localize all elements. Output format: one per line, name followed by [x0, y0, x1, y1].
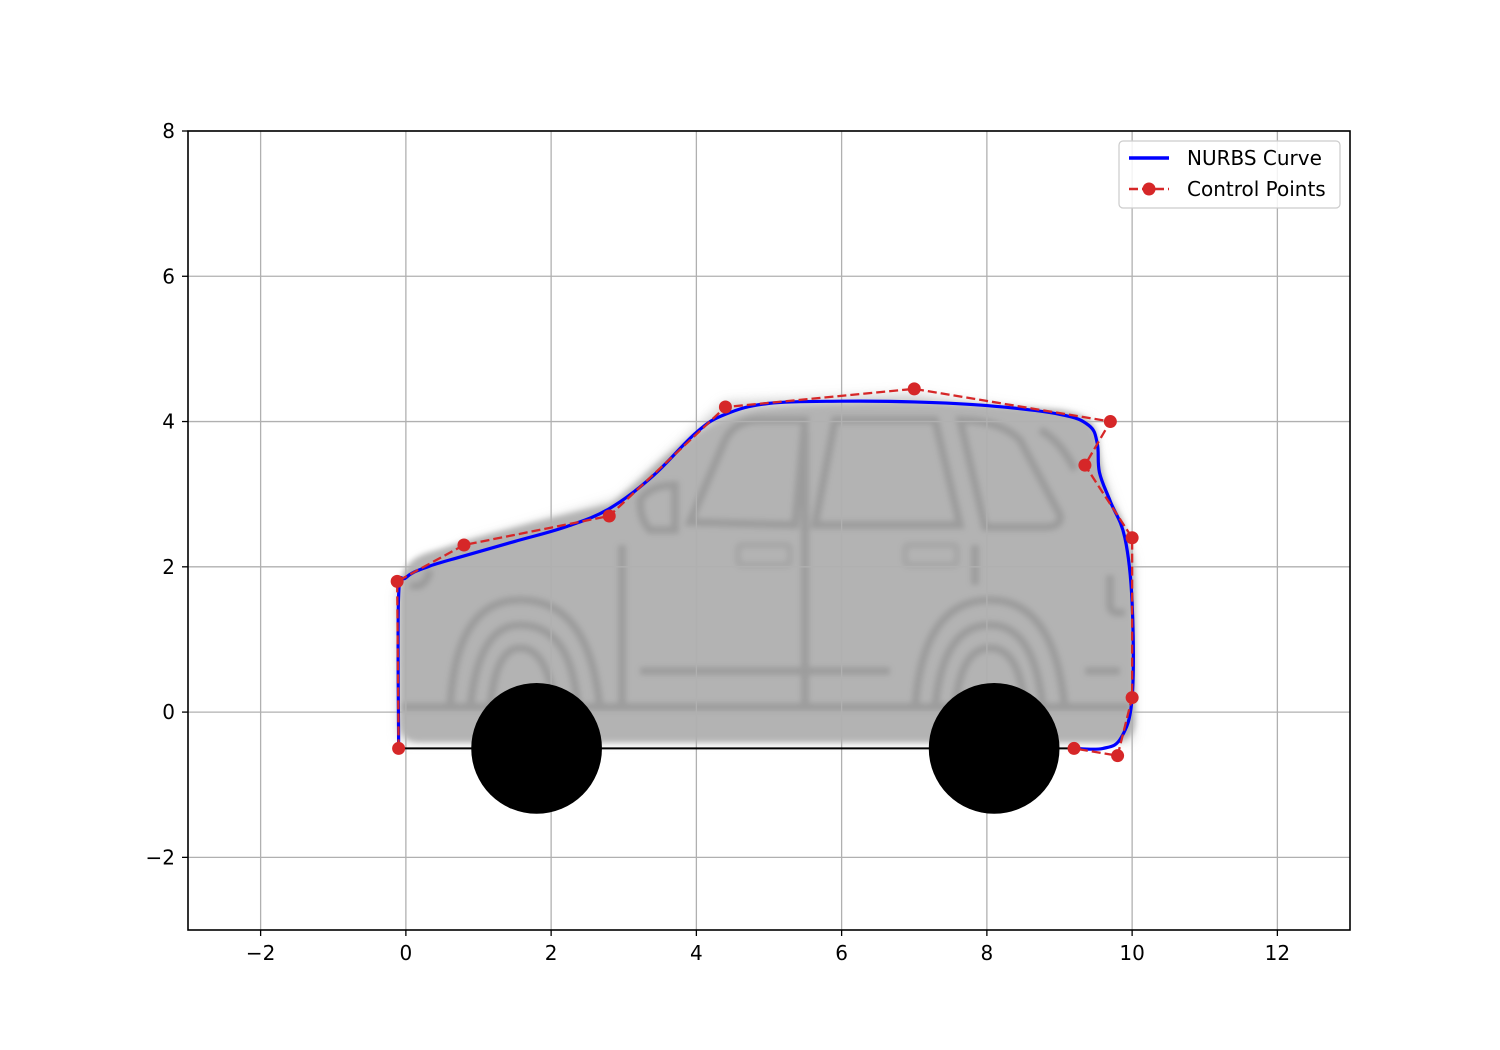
control-point-3 — [602, 509, 616, 523]
legend: NURBS Curve Control Points — [1118, 140, 1341, 209]
control-point-9 — [1125, 691, 1139, 705]
legend-marker-control — [1142, 182, 1156, 196]
control-point-6 — [1103, 415, 1117, 429]
control-point-7 — [1078, 458, 1092, 472]
legend-box — [1118, 140, 1341, 209]
x-tick-label-2: 2 — [545, 941, 558, 965]
y-tick-label-0: −2 — [146, 845, 175, 869]
x-tick-label-7: 12 — [1265, 941, 1290, 965]
wheel-0 — [471, 683, 602, 814]
x-tick-label-6: 10 — [1119, 941, 1144, 965]
control-point-8 — [1125, 531, 1139, 545]
legend-label-control: Control Points — [1187, 177, 1326, 201]
x-tick-label-0: −2 — [246, 941, 275, 965]
control-point-0 — [392, 741, 406, 755]
y-tick-label-1: 0 — [162, 700, 175, 724]
x-tick-label-1: 0 — [400, 941, 413, 965]
legend-label-nurbs: NURBS Curve — [1187, 146, 1322, 170]
wheel-1 — [928, 683, 1060, 814]
wheel-annotations — [398, 683, 1075, 814]
y-axis: −2 0 2 4 6 8 — [146, 119, 188, 869]
x-tick-label-4: 6 — [835, 941, 848, 965]
x-tick-label-3: 4 — [690, 941, 703, 965]
x-axis: −2 0 2 4 6 8 10 12 — [246, 930, 1290, 965]
control-point-2 — [457, 538, 471, 552]
control-point-4 — [718, 400, 732, 414]
x-tick-label-5: 8 — [981, 941, 994, 965]
car-silhouette-image — [398, 395, 1135, 742]
series-line-control-points — [396, 387, 1134, 757]
control-point-1 — [390, 574, 404, 588]
y-tick-label-4: 6 — [162, 264, 175, 288]
y-tick-label-5: 8 — [162, 119, 175, 143]
y-tick-label-2: 2 — [162, 555, 175, 579]
control-point-10 — [1111, 749, 1125, 763]
control-point-11 — [1067, 741, 1081, 755]
series-layer — [390, 382, 1139, 763]
axes-frame — [187, 130, 1351, 931]
control-point-5 — [907, 382, 921, 396]
y-tick-label-3: 4 — [162, 410, 175, 434]
